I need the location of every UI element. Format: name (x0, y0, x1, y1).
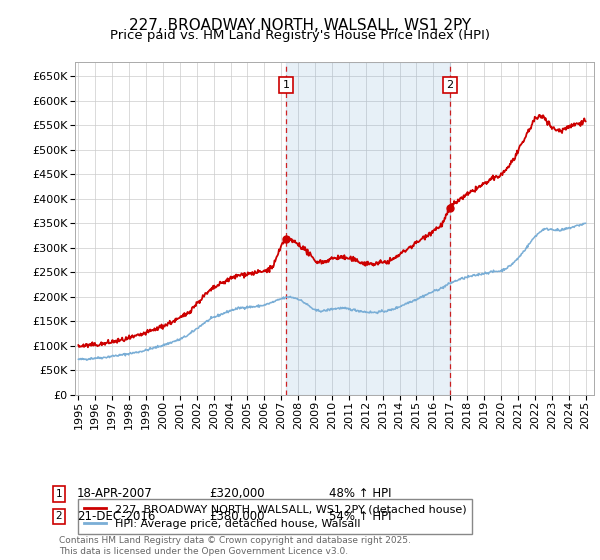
Text: 1: 1 (283, 80, 290, 90)
Text: 21-DEC-2016: 21-DEC-2016 (77, 510, 155, 523)
Text: 227, BROADWAY NORTH, WALSALL, WS1 2PY: 227, BROADWAY NORTH, WALSALL, WS1 2PY (129, 18, 471, 33)
Bar (286, 62, 450, 395)
Legend: 227, BROADWAY NORTH, WALSALL, WS1 2PY (detached house), HPI: Average price, deta: 227, BROADWAY NORTH, WALSALL, WS1 2PY (d… (78, 498, 472, 534)
Text: £380,000: £380,000 (209, 510, 264, 523)
Text: 18-APR-2007: 18-APR-2007 (77, 487, 152, 501)
Text: Contains HM Land Registry data © Crown copyright and database right 2025.
This d: Contains HM Land Registry data © Crown c… (59, 536, 410, 556)
Text: 54% ↑ HPI: 54% ↑ HPI (329, 510, 391, 523)
Text: 2: 2 (55, 511, 62, 521)
Text: 2: 2 (446, 80, 454, 90)
Text: 1: 1 (55, 489, 62, 499)
Text: Price paid vs. HM Land Registry's House Price Index (HPI): Price paid vs. HM Land Registry's House … (110, 29, 490, 42)
Text: 48% ↑ HPI: 48% ↑ HPI (329, 487, 391, 501)
Text: £320,000: £320,000 (209, 487, 265, 501)
